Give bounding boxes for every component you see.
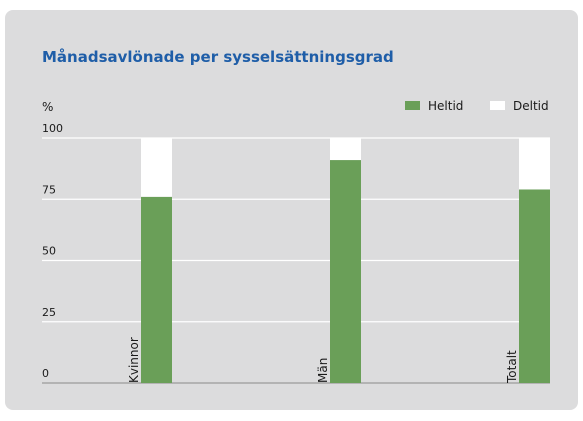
x-tick-label: Totalt xyxy=(505,350,519,384)
bar xyxy=(519,138,550,190)
legend-label: Heltid xyxy=(428,99,463,113)
legend-swatch xyxy=(405,101,420,110)
bar xyxy=(141,138,172,197)
legend-swatch xyxy=(490,101,505,110)
bar xyxy=(141,196,172,383)
bar xyxy=(519,189,550,383)
chart-title: Månadsavlönade per sysselsättningsgrad xyxy=(42,48,394,66)
x-tick-label: Kvinnor xyxy=(127,337,141,383)
bar xyxy=(330,160,361,383)
legend-label: Deltid xyxy=(513,99,549,113)
y-axis-label: % xyxy=(42,100,53,114)
x-tick-label: Män xyxy=(316,358,330,383)
y-tick-label: 0 xyxy=(42,367,49,380)
y-tick-label: 75 xyxy=(42,183,56,196)
bar xyxy=(330,138,361,161)
y-tick-label: 50 xyxy=(42,245,56,258)
y-tick-label: 100 xyxy=(42,122,63,135)
y-tick-label: 25 xyxy=(42,306,56,319)
card xyxy=(5,10,578,410)
